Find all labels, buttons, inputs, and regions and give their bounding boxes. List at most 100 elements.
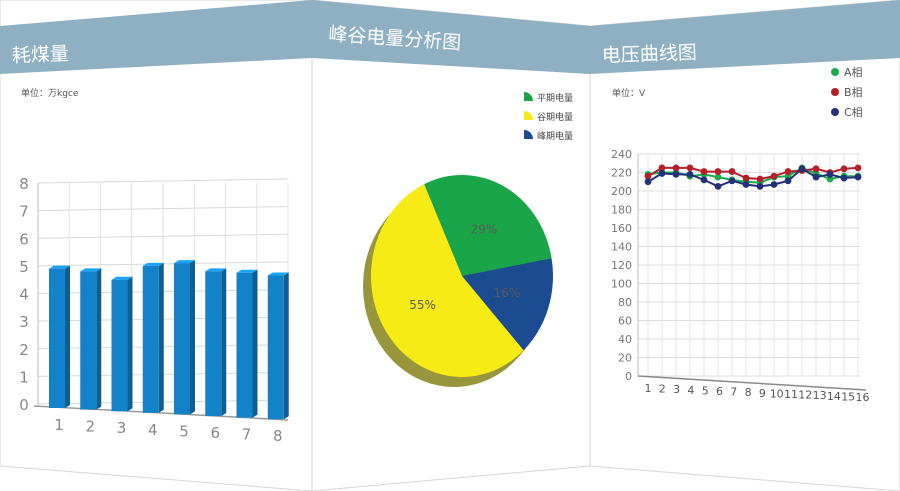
voltage-point [728, 177, 736, 185]
line-x-tick: 15 [841, 390, 855, 403]
pie-legend-swatch [524, 92, 533, 101]
voltage-point [714, 168, 722, 175]
line-x-tick: 14 [827, 390, 841, 403]
line-x-tick: 8 [745, 386, 752, 399]
bar-x-axis [33, 405, 289, 421]
voltage-point [742, 181, 750, 188]
voltage-point [812, 173, 820, 181]
line-y-tick: 180 [611, 204, 632, 217]
voltage-panel-title: 电压曲线图 [601, 42, 697, 67]
bar-x-tick: 4 [148, 421, 158, 439]
voltage-legend-marker [831, 88, 839, 96]
bar [267, 275, 284, 420]
line-x-axis [637, 375, 867, 391]
bar-top [267, 272, 289, 276]
pie-data-label: 16% [494, 286, 521, 300]
bar-y-tick: 6 [19, 230, 29, 248]
line-y-tick: 80 [618, 296, 632, 309]
line-y-tick: 60 [618, 315, 632, 328]
voltage-point [728, 168, 736, 175]
voltage-point [644, 172, 652, 180]
voltage-legend-marker [831, 68, 839, 76]
line-y-tick: 0 [625, 370, 632, 383]
bar-top [142, 262, 164, 266]
bar-top [205, 268, 227, 272]
coal-unit-label: 单位：万kgce [21, 87, 79, 99]
voltage-point [714, 173, 722, 181]
line-x-tick: 12 [798, 389, 812, 402]
bar-y-tick: 7 [19, 203, 29, 221]
pie-data-label: 29% [471, 222, 498, 236]
line-y-tick: 220 [611, 167, 632, 180]
line-y-tick: 20 [618, 352, 632, 365]
voltage-point [686, 170, 694, 178]
bar-x-tick: 8 [273, 427, 283, 445]
coal-bar-chart: 0 1 2 3 4 5 6 7 8 1 2 3 4 5 6 7 8 [19, 175, 289, 445]
voltage-point [840, 165, 848, 173]
bar-y-tick: 3 [19, 313, 29, 331]
coal-panel-background [0, 0, 312, 491]
bar-top [174, 260, 195, 264]
bar [205, 271, 222, 416]
line-x-tick: 10 [770, 387, 784, 400]
bar-side [190, 260, 195, 415]
bar-y-tick: 4 [19, 286, 29, 304]
bar-gridline [37, 178, 289, 184]
voltage-point [770, 181, 778, 188]
voltage-point [756, 175, 764, 183]
pie-legend-swatch [524, 111, 533, 120]
pie-legend-label: 峰期电量 [537, 130, 573, 142]
line-x-tick: 3 [673, 383, 680, 396]
bar-top [49, 265, 70, 269]
line-y-tick: 140 [611, 241, 632, 254]
line-y-tick: 240 [611, 148, 632, 161]
bar [142, 265, 159, 413]
voltage-legend-label: C相 [844, 106, 863, 119]
voltage-point [700, 168, 708, 175]
voltage-legend: A相 B相 C相 [831, 66, 863, 119]
voltage-series-line [647, 166, 859, 180]
voltage-point [770, 172, 778, 180]
bar-side [283, 272, 289, 420]
bar-y-tick: 0 [19, 396, 29, 414]
voltage-point [742, 174, 750, 182]
bar-y-tick: 1 [19, 368, 29, 386]
pie-slice [424, 175, 552, 276]
pie-panel-header [312, 0, 590, 74]
voltage-point [714, 182, 722, 190]
pie-legend-label: 谷期电量 [537, 111, 573, 123]
line-y-tick: 40 [618, 333, 632, 346]
voltage-point [672, 164, 680, 172]
voltage-point [798, 165, 806, 173]
bar-side [252, 269, 258, 418]
coal-panel-title: 耗煤量 [11, 43, 69, 67]
voltage-point [854, 173, 862, 181]
bar [49, 268, 65, 408]
voltage-point [658, 170, 666, 177]
pie-slice [371, 184, 524, 377]
line-x-tick: 2 [659, 383, 666, 396]
voltage-point [812, 165, 820, 173]
bar [236, 272, 253, 418]
voltage-point [784, 177, 792, 185]
voltage-panel-header [590, 0, 900, 74]
voltage-point [826, 170, 834, 178]
voltage-point [686, 164, 694, 172]
bar-side [65, 265, 70, 408]
line-x-tick: 11 [784, 388, 798, 401]
bar-top [111, 276, 133, 280]
voltage-point [854, 164, 862, 172]
line-y-tick: 160 [611, 222, 632, 235]
voltage-point [700, 176, 708, 184]
pie-legend-label: 平期电量 [537, 92, 573, 104]
voltage-point [840, 174, 848, 182]
line-x-tick: 9 [759, 387, 766, 400]
voltage-point [672, 170, 680, 178]
pie-chart: 29% 16% 55% [363, 175, 553, 387]
coal-panel: 耗煤量 单位：万kgce 0 1 2 3 4 5 6 7 8 1 2 3 4 5 6 7 8 [0, 0, 312, 491]
bar [111, 279, 128, 412]
bar-x-tick: 5 [179, 422, 189, 440]
voltage-panel: 电压曲线图 单位：V A相 B相 C相 0 20 40 60 80 100 120 140 160 1… [590, 0, 900, 491]
pie-legend-swatch [524, 130, 533, 139]
voltage-legend-marker [831, 108, 839, 116]
